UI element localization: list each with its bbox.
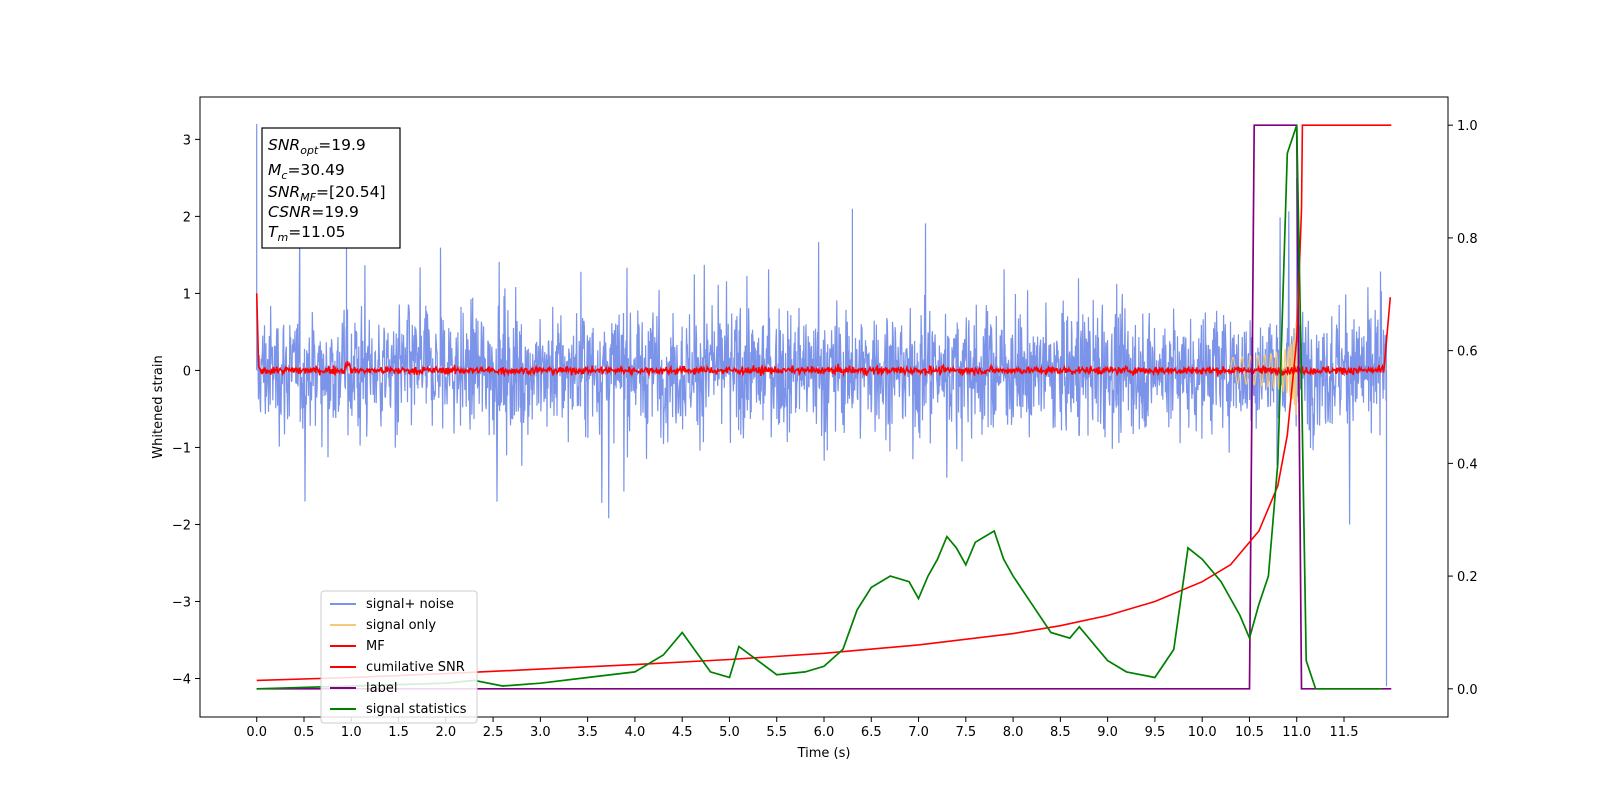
series-signal-noise [256,124,1388,687]
x-tick-label: 11.0 [1282,725,1311,740]
y-tick-label-right: 0.0 [1457,683,1478,698]
x-tick-label: 0.0 [246,725,267,740]
annotation-box: SNRopt=19.9 Mc=30.49 SNRMF=[20.54] CSNR=… [261,127,401,249]
y-tick-label-left: −2 [172,518,191,533]
x-tick-label: 5.0 [719,725,740,740]
x-tick-label: 0.5 [294,725,315,740]
x-tick-label: 10.5 [1235,725,1264,740]
y-tick-label-right: 0.6 [1457,345,1478,360]
x-axis-label: Time (s) [797,746,851,761]
x-tick-label: 6.0 [814,725,835,740]
series-signal-only [1229,322,1298,416]
series-signal-statistics [256,124,1382,690]
x-tick-label: 9.5 [1145,725,1166,740]
legend-label: cumilative SNR [366,660,465,675]
y-tick-label-left: 2 [183,210,191,225]
series-mf [255,293,1392,378]
x-tick-label: 4.0 [625,725,646,740]
annotation-csnr: CSNR=19.9 [268,203,359,221]
plot-area [255,124,1392,690]
legend-label: signal+ noise [366,597,454,612]
x-tick-label: 5.5 [766,725,787,740]
legend-label: label [366,681,397,696]
y-tick-label-right: 0.8 [1457,232,1478,247]
y-tick-label-right: 1.0 [1457,119,1478,134]
annotation-snr-mf: SNRMF=[20.54] [268,183,386,204]
x-tick-label: 8.5 [1050,725,1071,740]
annotation-mc: Mc=30.49 [268,161,345,182]
legend: signal+ noise signal only MF cumilative SNR… [320,590,478,724]
y-axis-label: Whitened strain [151,355,166,458]
y-tick-label-right: 0.4 [1457,457,1478,472]
y-tick-label-left: −1 [172,441,191,456]
y-tick-label-left: −4 [172,672,191,687]
x-tick-label: 1.0 [341,725,362,740]
x-tick-label: 2.0 [435,725,456,740]
legend-label: MF [366,639,385,654]
right-y-axis: 1.0 0.8 0.6 0.4 0.2 0.0 [1448,119,1478,698]
x-tick-label: 10.0 [1188,725,1217,740]
x-tick-label: 7.0 [908,725,929,740]
x-tick-label: 3.0 [530,725,551,740]
left-y-axis: 3 2 1 0 −1 −2 −3 −4 [172,133,200,687]
y-tick-label-left: 3 [183,133,191,148]
x-tick-label: 8.0 [1003,725,1024,740]
series-cumulative-snr [256,124,1392,682]
y-tick-label-left: 0 [183,364,191,379]
x-tick-label: 11.5 [1330,725,1359,740]
x-tick-label: 1.5 [388,725,409,740]
x-tick-label: 7.5 [955,725,976,740]
y-tick-label-left: −3 [172,595,191,610]
x-tick-label: 4.5 [672,725,693,740]
x-tick-label: 3.5 [577,725,598,740]
y-tick-label-right: 0.2 [1457,570,1478,585]
annotation-snr-opt: SNRopt=19.9 [268,136,366,157]
y-tick-label-left: 1 [183,287,191,302]
x-tick-label: 6.5 [861,725,882,740]
x-axis: 0.0 0.5 1.0 1.5 2.0 2.5 3.0 3.5 4.0 4.5 5.0 5.5 6.0 6… [246,717,1358,740]
legend-label: signal only [366,618,436,633]
legend-label: signal statistics [366,702,467,717]
x-tick-label: 9.0 [1097,725,1118,740]
x-tick-label: 2.5 [483,725,504,740]
annotation-tm: Tm=11.05 [268,223,346,244]
